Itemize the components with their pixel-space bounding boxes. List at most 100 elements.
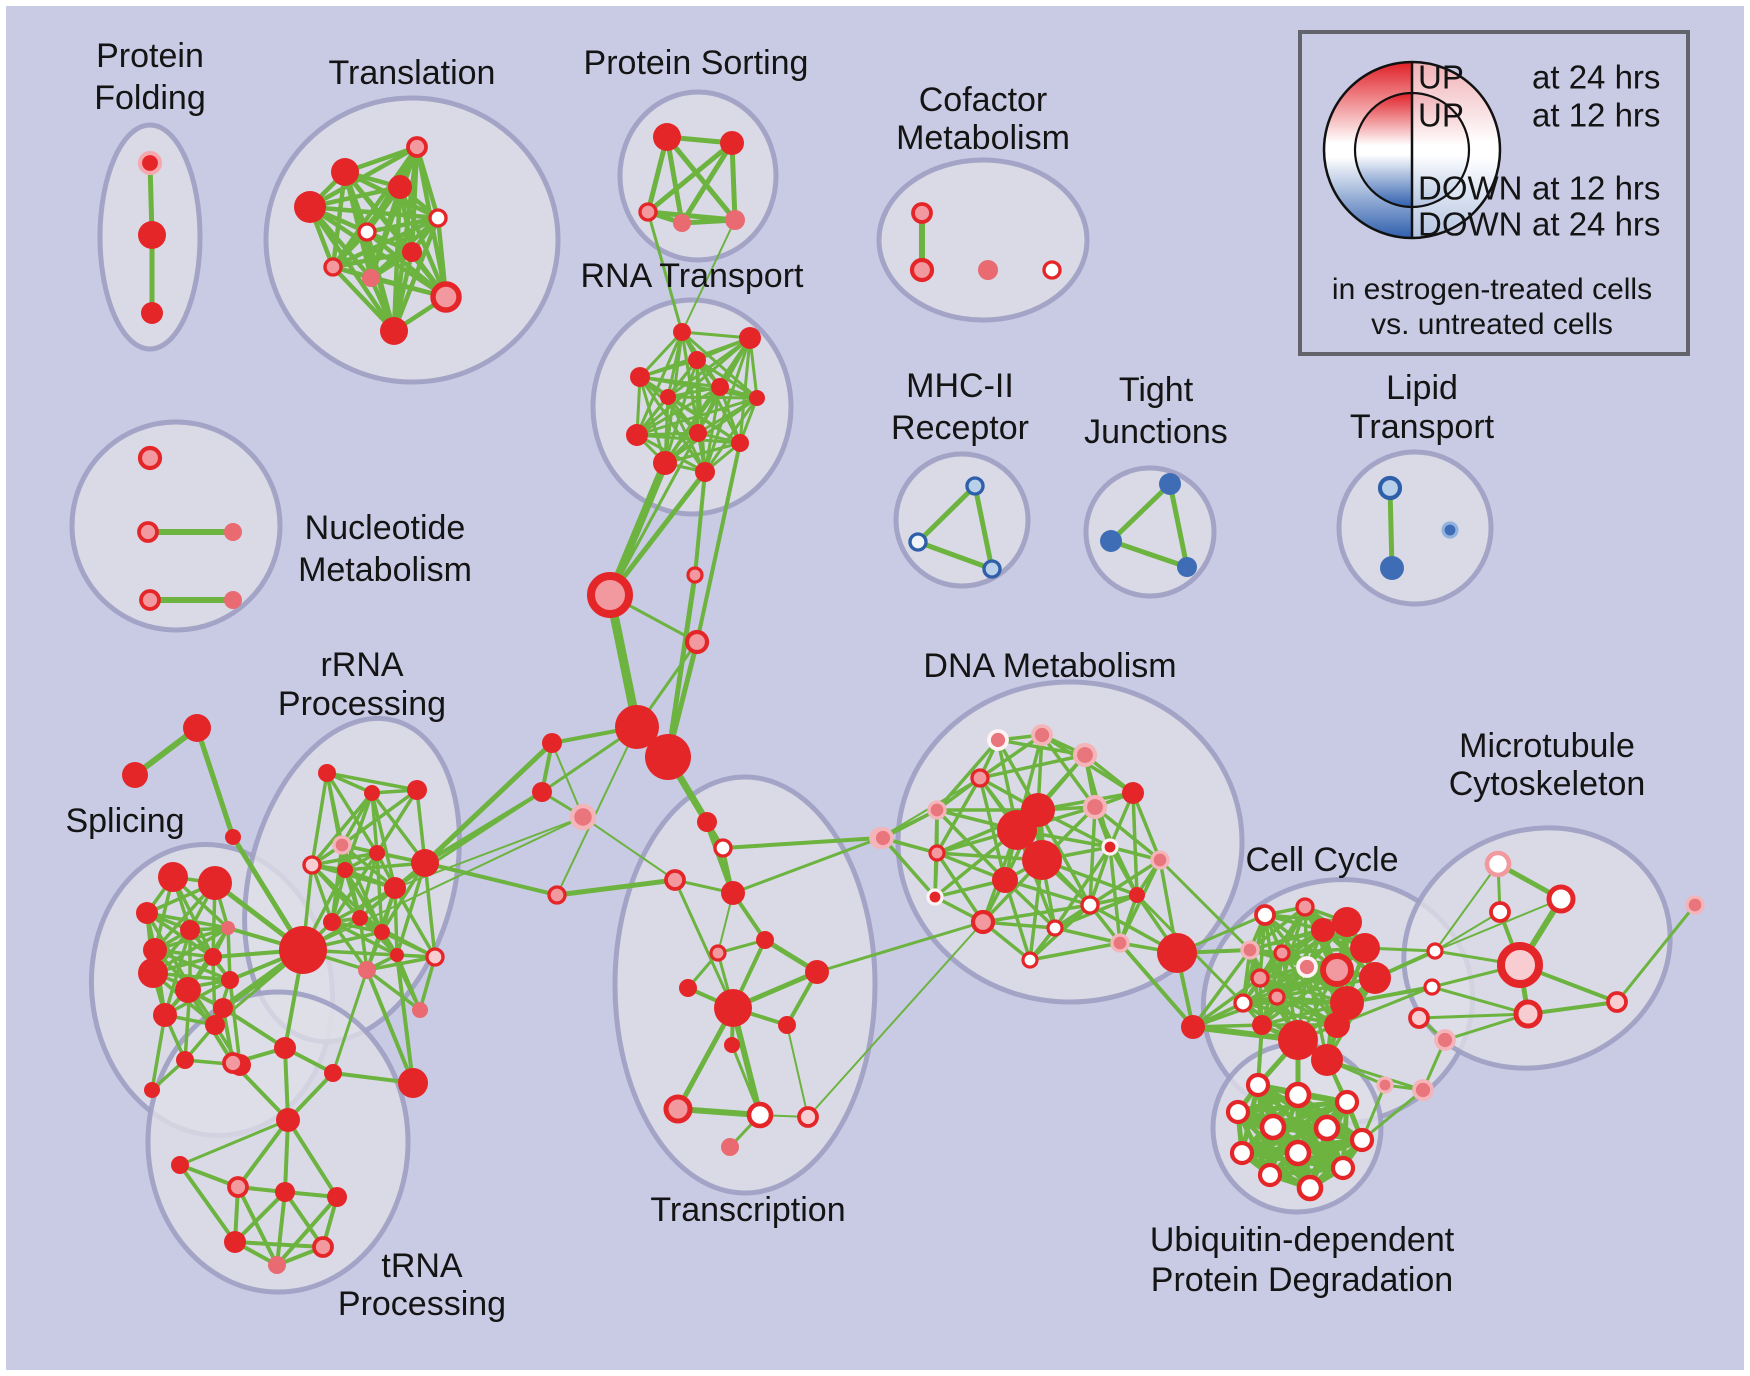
gene-node-central-hub: [686, 566, 704, 584]
interaction-edge-dna-metabolism: [1003, 878, 1032, 962]
gene-node-nucleotide-metabolism: [137, 445, 163, 471]
gene-node-cofactor-metabolism: [978, 260, 998, 280]
interaction-edge-mhc-ii-receptor: [915, 539, 995, 572]
interaction-edge-microtubule-cytoskeleton: [1434, 911, 1501, 952]
gene-node-protein-sorting: [673, 214, 691, 232]
interaction-edge-dna-metabolism: [1108, 845, 1122, 945]
inter-cluster-edge: [607, 469, 708, 598]
gene-node-transcription: [756, 931, 774, 949]
interaction-edge-dna-metabolism: [1088, 858, 1162, 907]
interaction-edge-transcription: [704, 819, 736, 896]
gene-node-ubiquitin-degradation: [1330, 1155, 1356, 1181]
legend-state-label-1: UP: [1418, 97, 1464, 134]
gene-node-lipid-transport: [1380, 556, 1404, 580]
cluster-label-mhc-ii-receptor: MHC-II: [906, 367, 1014, 405]
cluster-label-nucleotide-metabolism: Nucleotide: [305, 509, 466, 547]
gene-node-trna-processing: [213, 998, 233, 1018]
inter-cluster-edge: [1118, 941, 1195, 1029]
interaction-edge-cell-cycle: [1248, 905, 1307, 952]
gene-node-protein-folding: [138, 221, 166, 249]
interaction-edge-dna-metabolism: [1053, 926, 1122, 945]
gene-node-transcription: [709, 944, 727, 962]
gene-node-cell-cycle: [1311, 918, 1335, 942]
gene-node-translation: [362, 269, 380, 287]
interaction-edge-rrna-processing: [330, 851, 379, 924]
cluster-ellipse-nucleotide-metabolism: [69, 419, 283, 633]
cluster-label-lipid-transport: Transport: [1350, 408, 1495, 446]
interaction-edge-trna-processing: [236, 1185, 279, 1267]
gene-node-nucleotide-metabolism: [224, 591, 242, 609]
legend: UP at 24 hrs UP at 12 hrs DOWN at 12 hrs DOWN a…: [1298, 30, 1690, 356]
gene-node-central-hub: [645, 734, 691, 780]
gene-node-cell-cycle: [1295, 897, 1315, 917]
cluster-label-microtubule-cytoskeleton: Microtubule: [1459, 727, 1635, 765]
legend-state-label-2: DOWN: [1418, 170, 1522, 207]
interaction-edge-rrna-processing: [423, 861, 437, 959]
gene-node-protein-folding: [137, 150, 163, 176]
legend-note-line-1: vs. untreated cells: [1371, 308, 1613, 341]
gene-node-rrna-processing: [407, 780, 427, 800]
interaction-edge-dna-metabolism: [1108, 845, 1139, 897]
gene-node-trna-processing: [274, 1037, 296, 1059]
interaction-edge-transcription: [675, 1005, 736, 1112]
interaction-edge-central-hub: [551, 742, 584, 818]
interaction-edge-mhc-ii-receptor: [972, 483, 995, 572]
gene-node-ubiquitin-degradation: [1257, 1162, 1283, 1188]
legend-time-label-2: at 12 hrs: [1532, 170, 1660, 207]
gene-node-rrna-processing: [352, 910, 368, 926]
gene-node-protein-sorting: [720, 131, 744, 155]
gene-node-lipid-transport: [1377, 475, 1403, 501]
interaction-edge-trna-processing: [275, 1195, 339, 1267]
gene-node-nucleotide-metabolism: [139, 589, 161, 611]
interaction-edge-rrna-processing: [375, 851, 384, 934]
interaction-edge-dna-metabolism: [881, 836, 937, 899]
gene-node-splicing: [221, 921, 235, 935]
gene-node-cell-cycle: [1278, 1020, 1318, 1060]
inter-cluster-edge: [1325, 1058, 1425, 1092]
interaction-edge-translation: [307, 204, 449, 300]
gene-node-microtubule-cytoskeleton: [1423, 978, 1441, 996]
gene-node-splicing: [221, 971, 239, 989]
gene-node-rna-transport: [689, 424, 707, 442]
legend-box: [1298, 30, 1690, 356]
interaction-edge-rrna-processing: [375, 788, 419, 855]
cluster-label-dna-metabolism: DNA Metabolism: [923, 647, 1176, 685]
interaction-edge-trna-processing: [221, 1006, 287, 1050]
interaction-edge-translation: [397, 184, 449, 300]
interaction-edge-rrna-processing: [310, 863, 334, 924]
interaction-edge-translation: [330, 264, 397, 334]
gene-node-splicing: [198, 866, 232, 900]
gene-node-rrna-processing: [384, 877, 406, 899]
gene-node-microtubule-cytoskeleton: [1685, 895, 1705, 915]
gene-node-rna-transport: [660, 389, 676, 405]
interaction-edge-rna-transport: [663, 441, 742, 465]
gene-node-microtubule-cytoskeleton: [1484, 850, 1512, 878]
gene-node-dna-metabolism: [1031, 724, 1053, 746]
cluster-label-splicing: Splicing: [65, 802, 184, 840]
interaction-edge-trna-processing: [233, 1190, 287, 1244]
inter-cluster-edge: [1158, 858, 1252, 952]
gene-node-dna-metabolism: [1022, 840, 1062, 880]
gene-node-dna-metabolism: [927, 800, 947, 820]
gene-node-transcription: [697, 812, 717, 832]
interaction-edge-rrna-processing: [365, 955, 437, 972]
gene-node-protein-sorting: [638, 202, 658, 222]
interaction-edge-microtubule-cytoskeleton: [1434, 898, 1562, 952]
interaction-edge-protein-sorting: [729, 140, 738, 223]
inter-cluster-edge: [665, 572, 698, 760]
gene-node-tight-junctions: [1177, 557, 1197, 577]
gene-node-transcription: [663, 1094, 693, 1124]
nodes-layer: [122, 123, 1705, 1274]
gene-node-ubiquitin-degradation: [1225, 1099, 1251, 1125]
gene-node-rrna-processing: [374, 924, 390, 940]
gene-node-cell-cycle: [1350, 933, 1380, 963]
interaction-edge-lipid-transport: [1387, 485, 1395, 571]
cluster-label-transcription: Transcription: [650, 1191, 845, 1229]
interaction-edge-trna-processing: [236, 1118, 290, 1189]
cluster-ellipse-mhc-ii-receptor: [893, 451, 1031, 589]
gene-node-mhc-ii-receptor: [982, 559, 1002, 579]
gene-node-dna-metabolism: [926, 888, 944, 906]
interaction-edge-cell-cycle: [1191, 948, 1252, 1029]
